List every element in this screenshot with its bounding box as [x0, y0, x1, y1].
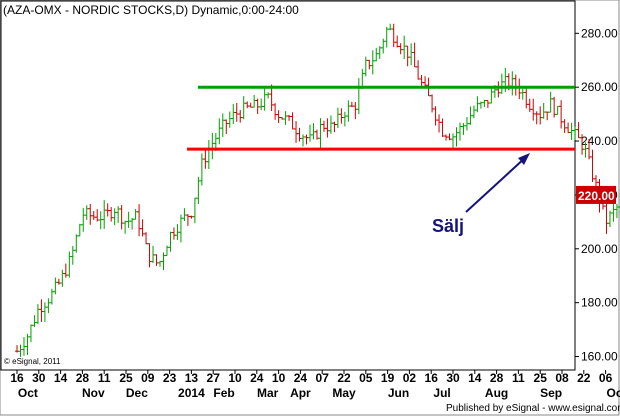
- x-tick-label: 06: [599, 371, 613, 385]
- x-month-label: Apr: [290, 386, 311, 400]
- x-tick-label: 10: [272, 371, 286, 385]
- y-tick-label: 180.00: [581, 296, 618, 310]
- x-tick-label: 19: [381, 371, 395, 385]
- trend-lines: [187, 85, 575, 151]
- x-tick-label: 10: [228, 371, 242, 385]
- y-tick-label: 200.00: [581, 242, 618, 256]
- x-tick-label: 02: [403, 371, 417, 385]
- x-month-label: Oct: [18, 386, 38, 400]
- y-tick-label: 280.00: [581, 26, 618, 40]
- x-tick-label: 25: [534, 371, 548, 385]
- y-tick-label: 260.00: [581, 80, 618, 94]
- x-month-label: Jun: [388, 386, 409, 400]
- x-tick-label: 27: [207, 371, 221, 385]
- x-tick-label: 30: [446, 371, 460, 385]
- x-tick-label: 13: [185, 371, 199, 385]
- chart-title: (AZA-OMX - NORDIC STOCKS,D) Dynamic,0:00…: [3, 3, 299, 17]
- x-tick-label: 05: [359, 371, 373, 385]
- plot-area: [0, 0, 576, 371]
- sell-annotation: Sälj: [432, 153, 530, 236]
- x-month-label: Feb: [213, 386, 234, 400]
- x-tick-label: 30: [32, 371, 46, 385]
- x-month-label: May: [332, 386, 356, 400]
- x-month-label: Jul: [433, 386, 450, 400]
- copyright-text: © eSignal, 2011: [4, 357, 61, 366]
- x-month-label: 2014: [178, 386, 205, 400]
- y-tick-label: 240.00: [581, 134, 618, 148]
- x-tick-label: 16: [425, 371, 439, 385]
- x-tick-label: 22: [337, 371, 351, 385]
- publisher-footer: Published by eSignal - www.esignal.com: [446, 403, 620, 414]
- x-tick-label: 24: [250, 371, 264, 385]
- x-month-label: Dec: [126, 386, 148, 400]
- x-tick-label: 07: [316, 371, 330, 385]
- last-value-badge: [576, 185, 616, 204]
- sell-arrow-head: [518, 153, 530, 165]
- x-month-label: Aug: [485, 386, 508, 400]
- y-tick-label: 160.00: [581, 350, 618, 364]
- x-tick-label: 14: [54, 371, 68, 385]
- sell-arrow: [465, 156, 527, 213]
- x-tick-label: 08: [555, 371, 569, 385]
- x-month-label: Oct: [606, 386, 620, 400]
- x-tick-label: 11: [512, 371, 525, 385]
- x-tick-label: 14: [468, 371, 482, 385]
- sell-label: Sälj: [432, 216, 464, 236]
- x-tick-label: 22: [577, 371, 591, 385]
- x-tick-label: 09: [141, 371, 155, 385]
- x-month-label: Nov: [82, 386, 105, 400]
- last-value-label: 220.00: [578, 189, 615, 203]
- x-tick-label: 28: [76, 371, 90, 385]
- x-tick-label: 23: [163, 371, 177, 385]
- x-tick-label: 24: [294, 371, 308, 385]
- x-month-label: Mar: [257, 386, 279, 400]
- price-bars: [15, 23, 620, 357]
- x-tick-label: 11: [98, 371, 111, 385]
- last-value-marker: 220.00: [576, 185, 616, 204]
- x-month-label: Sep: [540, 386, 562, 400]
- x-axis: 16 30 14 28 11 25 09 23 13 27 10 24 10 24 07 22 05 19 02 16…: [10, 370, 620, 400]
- x-tick-label: 28: [490, 371, 504, 385]
- x-tick-label: 25: [119, 371, 133, 385]
- x-tick-label: 16: [10, 371, 24, 385]
